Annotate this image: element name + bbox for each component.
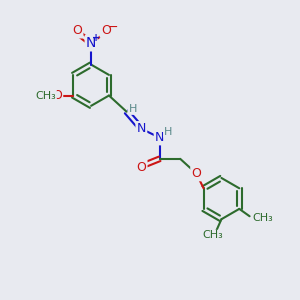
- Text: H: H: [129, 104, 137, 114]
- Text: O: O: [101, 24, 111, 37]
- Text: N: N: [86, 36, 96, 50]
- Text: O: O: [191, 167, 201, 180]
- Text: N: N: [137, 122, 146, 135]
- Text: N: N: [155, 131, 164, 144]
- Text: +: +: [92, 33, 100, 43]
- Text: O: O: [52, 89, 62, 102]
- Text: O: O: [136, 160, 146, 174]
- Text: H: H: [164, 127, 172, 137]
- Text: CH₃: CH₃: [253, 213, 273, 223]
- Text: −: −: [107, 21, 118, 34]
- Text: CH₃: CH₃: [202, 230, 223, 240]
- Text: O: O: [72, 24, 82, 37]
- Text: CH₃: CH₃: [35, 91, 56, 100]
